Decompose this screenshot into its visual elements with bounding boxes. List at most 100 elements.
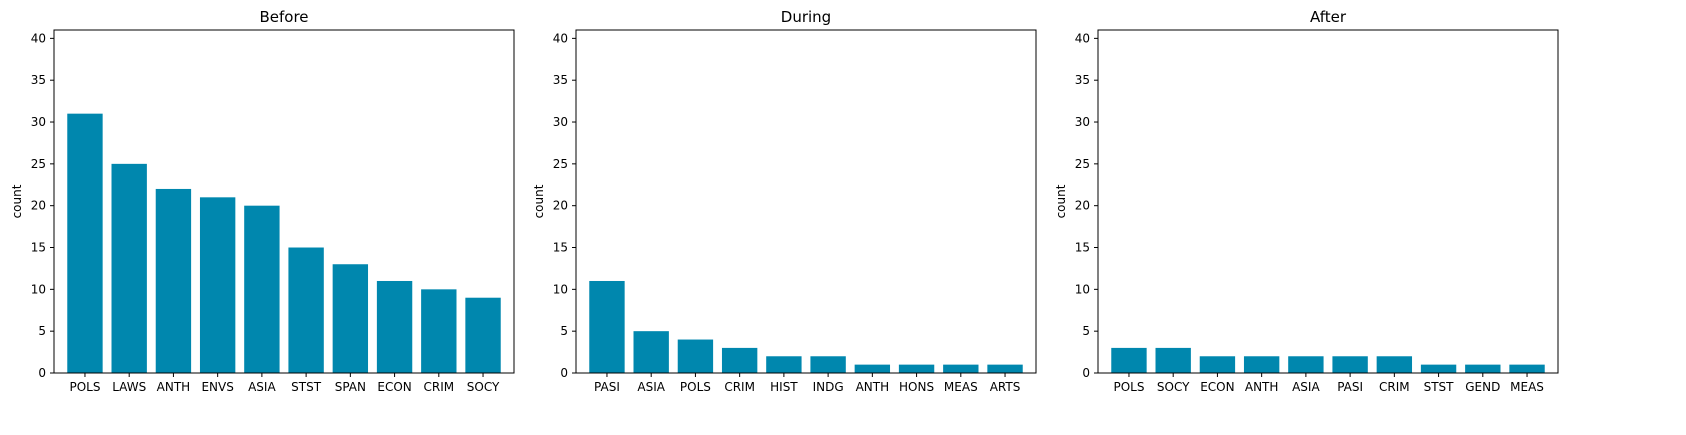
x-tick-label: ASIA [637, 380, 665, 394]
x-tick-label: HONS [899, 380, 934, 394]
x-tick-label: INDG [813, 380, 844, 394]
x-tick-label: CRIM [724, 380, 755, 394]
bar [199, 197, 236, 373]
y-tick-label: 20 [1075, 199, 1090, 213]
bar [288, 247, 324, 373]
x-tick-label: HIST [770, 380, 798, 394]
x-tick-label: ARTS [990, 380, 1021, 394]
x-tick-label: POLS [1113, 380, 1144, 394]
y-tick-label: 30 [1075, 115, 1090, 129]
bar [1243, 356, 1280, 373]
x-tick-label: PASI [1337, 380, 1363, 394]
x-tick-label: ECON [377, 380, 411, 394]
x-tick-label: CRIM [424, 380, 455, 394]
y-tick-label: 25 [31, 157, 46, 171]
bar [1376, 356, 1413, 373]
x-tick-label: ASIA [1292, 380, 1320, 394]
axes-frame [53, 29, 515, 374]
x-tick-label: CRIM [1379, 380, 1410, 394]
axes-frame [1097, 29, 1559, 374]
bar [155, 188, 192, 373]
bar [987, 364, 1023, 373]
y-tick-label: 40 [553, 31, 568, 45]
bar [1465, 364, 1501, 373]
chart-title: After [1310, 8, 1347, 26]
bar [810, 356, 846, 373]
y-tick-label: 15 [31, 241, 46, 255]
x-tick-label: ANTH [1245, 380, 1279, 394]
y-tick-label: 5 [1082, 324, 1090, 338]
x-tick-label: ENVS [201, 380, 233, 394]
y-tick-label: 15 [553, 241, 568, 255]
bar [376, 280, 413, 373]
bar [421, 289, 457, 373]
bar [67, 113, 103, 373]
y-tick-label: 5 [560, 324, 568, 338]
x-tick-label: MEAS [944, 380, 978, 394]
y-tick-label: 20 [31, 199, 46, 213]
bar [633, 331, 669, 373]
x-tick-label: POLS [680, 380, 711, 394]
bar [589, 280, 625, 373]
bar [1509, 364, 1545, 373]
x-tick-label: ASIA [248, 380, 276, 394]
bar [1332, 356, 1368, 373]
axes-frame [575, 29, 1037, 374]
chart-panel-2: POLS SOCY ECON ANTH ASIA PASI CRIM STST GEND MEAS… [1054, 8, 1559, 394]
bar [1420, 364, 1457, 373]
x-tick-label: ANTH [856, 380, 890, 394]
x-tick-label: PASI [594, 380, 620, 394]
y-tick-label: 10 [31, 282, 46, 296]
y-tick-label: 25 [553, 157, 568, 171]
y-tick-label: 35 [553, 73, 568, 87]
x-tick-label: LAWS [112, 380, 146, 394]
y-tick-label: 20 [553, 199, 568, 213]
bar [465, 297, 501, 373]
x-tick-label: STST [1424, 380, 1455, 394]
x-tick-label: MEAS [1510, 380, 1544, 394]
bar [1155, 347, 1191, 373]
y-tick-label: 40 [1075, 31, 1090, 45]
y-tick-label: 40 [31, 31, 46, 45]
x-tick-label: SOCY [1157, 380, 1190, 394]
y-tick-label: 35 [1075, 73, 1090, 87]
bar [244, 205, 280, 373]
x-tick-label: STST [291, 380, 322, 394]
y-tick-label: 5 [38, 324, 46, 338]
y-tick-label: 0 [560, 366, 568, 380]
bar [1288, 356, 1324, 373]
x-tick-label: SPAN [335, 380, 366, 394]
y-tick-label: 30 [31, 115, 46, 129]
chart-title: During [781, 8, 831, 26]
y-axis-label: count [532, 184, 546, 218]
bar [766, 356, 802, 373]
chart-panel-1: PASI ASIA POLS CRIM HIST INDG ANTH HONS MEAS ARTS… [532, 8, 1037, 394]
bar [111, 163, 147, 373]
bar [943, 364, 979, 373]
bar [898, 364, 935, 373]
y-tick-label: 10 [553, 282, 568, 296]
y-tick-label: 0 [1082, 366, 1090, 380]
bar [677, 339, 714, 373]
y-tick-label: 15 [1075, 241, 1090, 255]
x-tick-label: SOCY [467, 380, 500, 394]
y-axis-label: count [10, 184, 24, 218]
y-axis-label: count [1054, 184, 1068, 218]
bar [1111, 347, 1147, 373]
bar [854, 364, 891, 373]
x-tick-label: ANTH [157, 380, 191, 394]
x-tick-label: POLS [69, 380, 100, 394]
bar [721, 347, 758, 373]
x-tick-label: GEND [1465, 380, 1500, 394]
chart-title: Before [259, 8, 308, 26]
y-tick-label: 10 [1075, 282, 1090, 296]
y-tick-label: 35 [31, 73, 46, 87]
bar [332, 264, 369, 373]
chart-panel-0: POLS LAWS ANTH ENVS ASIA STST SPAN ECON CRIM SOCY… [10, 8, 515, 394]
y-tick-label: 30 [553, 115, 568, 129]
x-tick-label: ECON [1200, 380, 1234, 394]
bar [1199, 356, 1236, 373]
y-tick-label: 25 [1075, 157, 1090, 171]
y-tick-label: 0 [38, 366, 46, 380]
